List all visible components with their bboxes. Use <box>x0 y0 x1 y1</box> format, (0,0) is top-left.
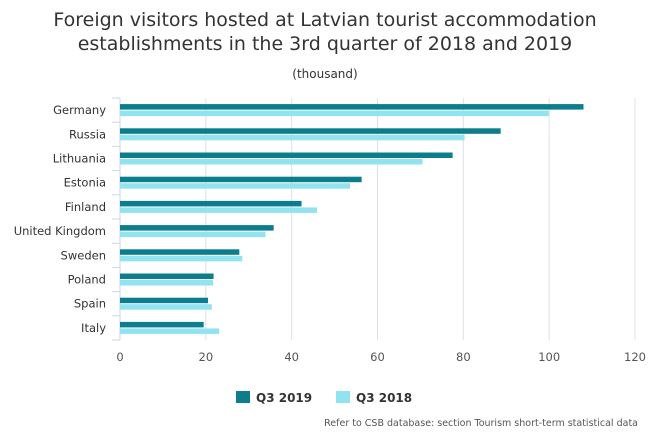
bar-finland-q3-2019[interactable] <box>120 200 302 207</box>
category-labels: Germany Russia Lithuania Estonia Finland Unit… <box>14 103 107 335</box>
bar-spain-q3-2019[interactable] <box>120 297 208 304</box>
credit-text[interactable]: Refer to CSB database: section Tourism s… <box>324 418 638 429</box>
bar-spain-q3-2018[interactable] <box>120 304 212 310</box>
bar-lithuania-q3-2018[interactable] <box>120 159 423 165</box>
bar-italy-q3-2019[interactable] <box>120 321 204 328</box>
x-tick-label: 100 <box>538 350 560 364</box>
bar-estonia-q3-2019[interactable] <box>120 176 362 183</box>
bar-russia-q3-2018[interactable] <box>120 134 465 141</box>
bar-sweden-q3-2018[interactable] <box>120 255 243 262</box>
x-tick-labels: 0 20 40 60 80 100 120 <box>116 350 646 364</box>
bar-poland-q3-2019[interactable] <box>120 273 214 280</box>
bar-sweden-q3-2019[interactable] <box>120 249 240 255</box>
legend-swatch-q3-2018[interactable] <box>336 391 350 403</box>
category-label: Spain <box>74 297 106 311</box>
bar-italy-q3-2018[interactable] <box>120 328 220 334</box>
legend-label-q3-2019[interactable]: Q3 2019 <box>256 391 312 405</box>
category-label: Estonia <box>64 176 106 190</box>
grid <box>112 97 636 341</box>
bar-united-kingdom-q3-2019[interactable] <box>120 225 274 231</box>
category-label: Germany <box>53 103 106 117</box>
bar-russia-q3-2019[interactable] <box>120 128 501 134</box>
chart-title-line1: Foreign visitors hosted at Latvian touri… <box>53 9 596 31</box>
legend-swatch-q3-2019[interactable] <box>236 391 250 403</box>
bar-lithuania-q3-2019[interactable] <box>120 152 453 159</box>
category-label: Lithuania <box>53 152 106 166</box>
legend[interactable]: Q3 2019 Q3 2018 <box>236 391 412 405</box>
x-tick-label: 0 <box>116 350 123 364</box>
x-tick-label: 40 <box>284 350 299 364</box>
category-label: Italy <box>81 321 106 335</box>
bars <box>120 104 584 334</box>
bar-germany-q3-2019[interactable] <box>120 104 584 110</box>
x-tick-label: 60 <box>370 350 385 364</box>
category-label: United Kingdom <box>14 224 106 238</box>
bar-poland-q3-2018[interactable] <box>120 280 214 286</box>
bar-united-kingdom-q3-2018[interactable] <box>120 231 266 238</box>
chart-title-line2: establishments in the 3rd quarter of 201… <box>78 33 573 55</box>
bar-germany-q3-2018[interactable] <box>120 110 549 117</box>
chart-subtitle: (thousand) <box>292 67 357 81</box>
x-tick-label: 120 <box>624 350 646 364</box>
category-label: Sweden <box>61 248 106 262</box>
bar-finland-q3-2018[interactable] <box>120 207 317 213</box>
category-label: Russia <box>69 127 106 141</box>
legend-label-q3-2018[interactable]: Q3 2018 <box>356 391 412 405</box>
bar-estonia-q3-2018[interactable] <box>120 183 351 189</box>
category-label: Poland <box>68 273 106 287</box>
x-tick-label: 80 <box>456 350 471 364</box>
x-tick-label: 20 <box>199 350 214 364</box>
category-label: Finland <box>65 200 106 214</box>
